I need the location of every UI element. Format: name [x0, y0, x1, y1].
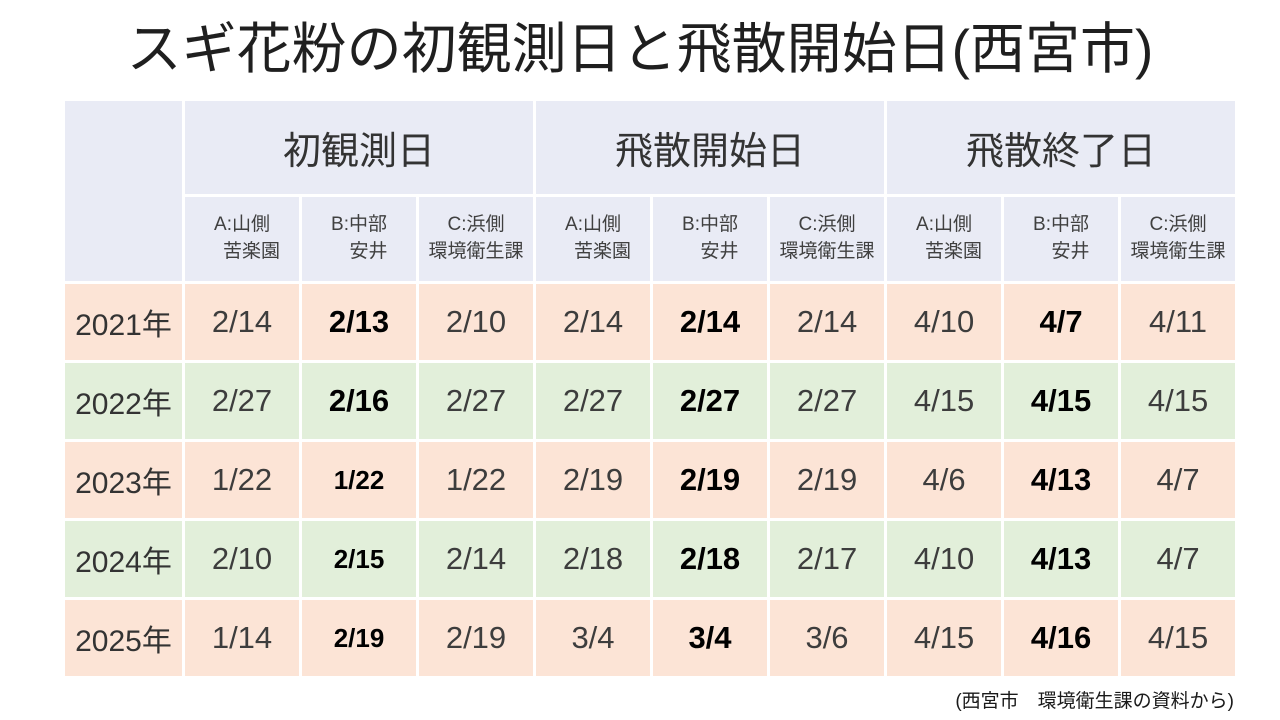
subheader-c-kankyoeiseika: C:浜側 環境衛生課 [1118, 194, 1239, 284]
date-cell: 1/22 [182, 439, 302, 521]
source-note: (西宮市 環境衛生課の資料から) [955, 691, 1234, 712]
pollen-date-table: 初観測日 飛散開始日 飛散終了日 A:山側 苦楽園 B:中部 安井 C:浜側 環… [62, 98, 1239, 679]
corner-cell [62, 98, 185, 284]
subheader-b-yasui: B:中部 安井 [299, 194, 419, 284]
group-header-row: 初観測日 飛散開始日 飛散終了日 [62, 98, 1239, 284]
subheader-a-kurakuen: A:山側 苦楽園 [884, 194, 1005, 284]
date-cell: 1/22 [416, 439, 536, 521]
column-group-dispersal-start: 飛散開始日 [532, 98, 888, 197]
date-cell: 2/18 [533, 518, 653, 600]
date-cell: 2/10 [182, 518, 302, 600]
subheader-c-kankyoeiseika: C:浜側 環境衛生課 [416, 194, 536, 284]
date-cell: 2/27 [182, 360, 302, 442]
date-cell: 2/19 [299, 597, 419, 679]
date-cell: 4/15 [884, 597, 1005, 679]
date-cell: 2/14 [416, 518, 536, 600]
page-title: スギ花粉の初観測日と飛散開始日(西宮市) [126, 18, 1154, 80]
date-cell: 1/22 [299, 439, 419, 521]
date-cell: 2/16 [299, 360, 419, 442]
date-cell: 4/15 [884, 360, 1005, 442]
date-cell: 4/10 [884, 518, 1005, 600]
subheader-a-kurakuen: A:山側 苦楽園 [182, 194, 302, 284]
year-label: 2025年 [62, 597, 185, 679]
date-cell: 2/19 [766, 439, 888, 521]
date-cell: 3/4 [533, 597, 653, 679]
date-cell: 4/13 [1001, 518, 1122, 600]
subheader-b-yasui: B:中部 安井 [650, 194, 770, 284]
table-row-2021: 2021年 2/14 2/13 2/10 2/14 2/14 2/14 4/10… [62, 281, 1239, 363]
date-cell: 2/19 [650, 439, 770, 521]
column-group-first-observation: 初観測日 [182, 98, 536, 197]
date-cell: 2/19 [533, 439, 653, 521]
year-label: 2023年 [62, 439, 185, 521]
date-cell: 4/15 [1118, 360, 1239, 442]
date-cell: 2/15 [299, 518, 419, 600]
date-cell: 2/14 [533, 281, 653, 363]
table-row-2022: 2022年 2/27 2/16 2/27 2/27 2/27 2/27 4/15… [62, 360, 1239, 442]
date-cell: 4/6 [884, 439, 1005, 521]
date-cell: 2/18 [650, 518, 770, 600]
year-label: 2021年 [62, 281, 185, 363]
date-cell: 2/27 [650, 360, 770, 442]
date-cell: 3/4 [650, 597, 770, 679]
date-cell: 2/27 [766, 360, 888, 442]
date-cell: 4/10 [884, 281, 1005, 363]
sub-header-row: A:山側 苦楽園 B:中部 安井 C:浜側 環境衛生課 A:山側 苦楽園 B:中… [64, 194, 1239, 284]
table-row-2025: 2025年 1/14 2/19 2/19 3/4 3/4 3/6 4/15 4/… [62, 597, 1239, 679]
subheader-a-kurakuen: A:山側 苦楽園 [533, 194, 653, 284]
date-cell: 2/14 [182, 281, 302, 363]
date-cell: 4/7 [1118, 439, 1239, 521]
date-cell: 2/14 [766, 281, 888, 363]
table-row-2023: 2023年 1/22 1/22 1/22 2/19 2/19 2/19 4/6 … [62, 439, 1239, 521]
date-cell: 1/14 [182, 597, 302, 679]
date-cell: 4/7 [1001, 281, 1122, 363]
date-cell: 2/17 [766, 518, 888, 600]
date-cell: 4/7 [1118, 518, 1239, 600]
year-label: 2024年 [62, 518, 185, 600]
date-cell: 4/13 [1001, 439, 1122, 521]
date-cell: 4/15 [1001, 360, 1122, 442]
date-cell: 2/13 [299, 281, 419, 363]
date-cell: 2/27 [416, 360, 536, 442]
date-cell: 2/27 [533, 360, 653, 442]
year-label: 2022年 [62, 360, 185, 442]
date-cell: 4/11 [1118, 281, 1239, 363]
column-group-dispersal-end: 飛散終了日 [884, 98, 1239, 197]
subheader-b-yasui: B:中部 安井 [1001, 194, 1122, 284]
date-cell: 4/15 [1118, 597, 1239, 679]
date-cell: 2/10 [416, 281, 536, 363]
date-cell: 4/16 [1001, 597, 1122, 679]
date-cell: 2/14 [650, 281, 770, 363]
date-cell: 2/19 [416, 597, 536, 679]
date-cell: 3/6 [766, 597, 888, 679]
subheader-c-kankyoeiseika: C:浜側 環境衛生課 [766, 194, 888, 284]
table-row-2024: 2024年 2/10 2/15 2/14 2/18 2/18 2/17 4/10… [62, 518, 1239, 600]
